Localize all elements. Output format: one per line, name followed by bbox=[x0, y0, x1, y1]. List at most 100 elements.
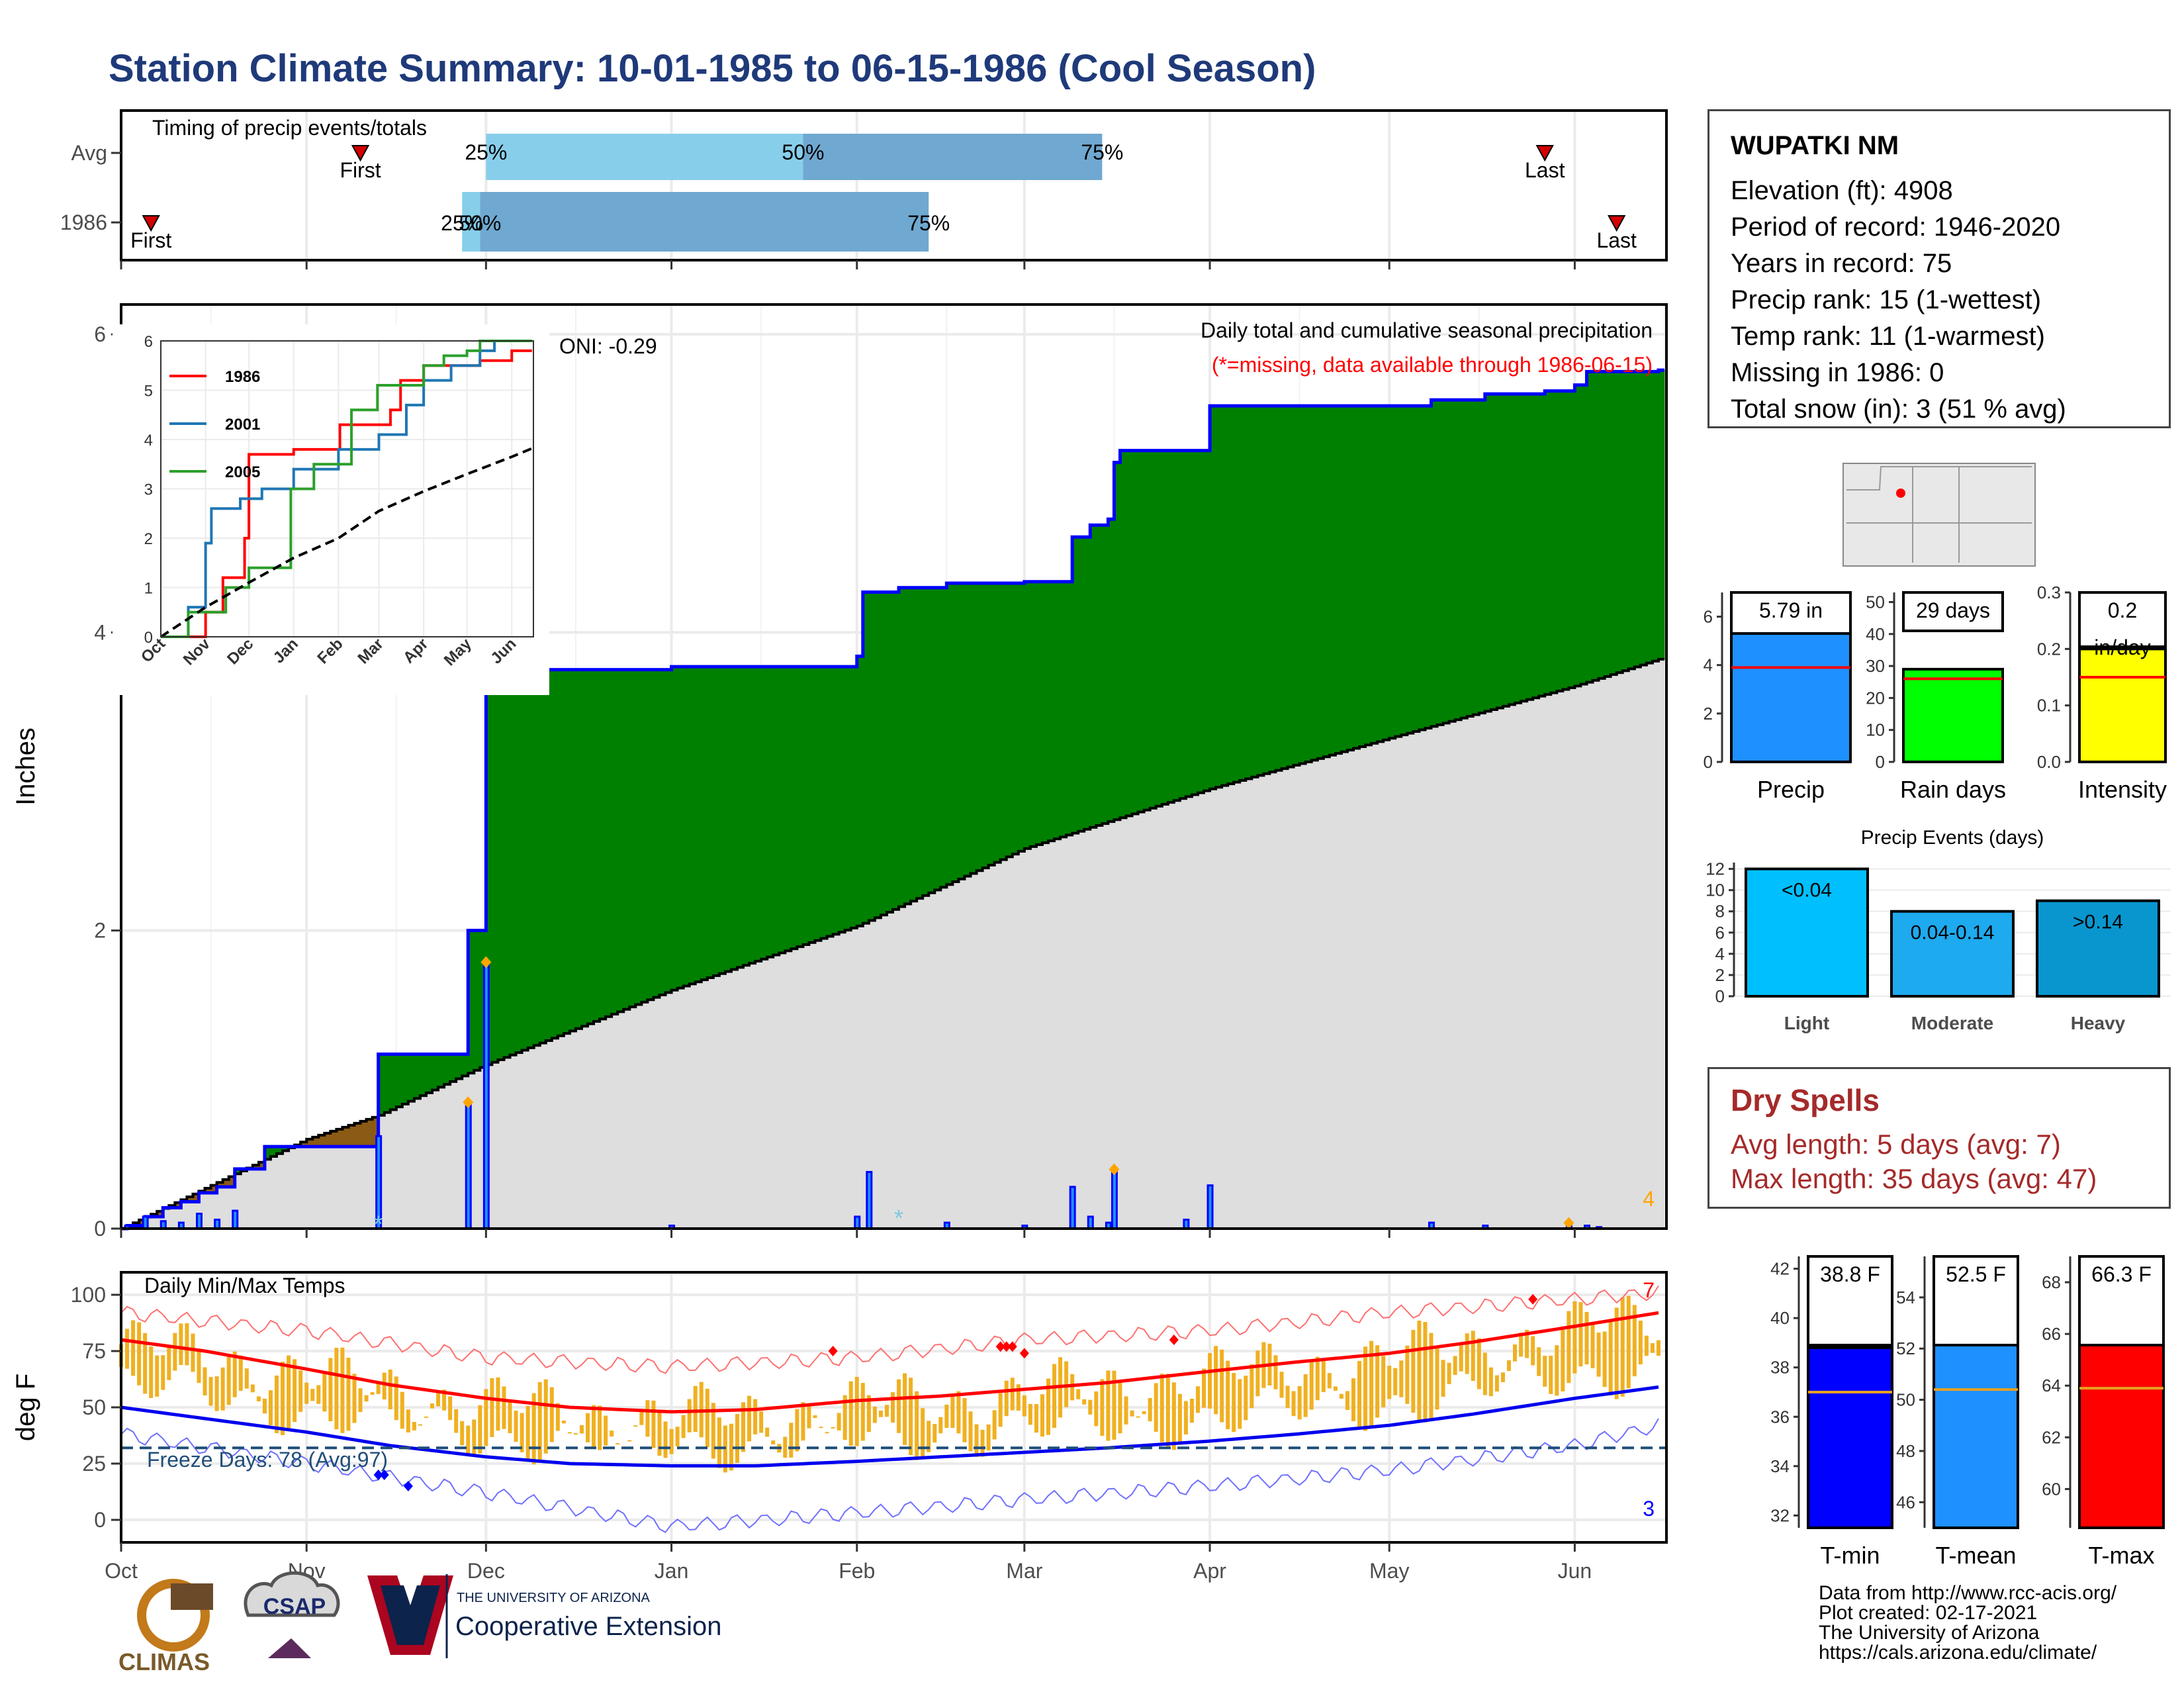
temps-daily-range-bar bbox=[555, 1403, 560, 1431]
station-period: Period of record: 1946-2020 bbox=[1731, 212, 2061, 242]
temps-y-axis-title: deg F bbox=[11, 1374, 40, 1441]
timing-1986-last-marker bbox=[1608, 215, 1626, 232]
timing-1986-first-marker bbox=[142, 215, 160, 232]
temps-daily-range-bar bbox=[1076, 1389, 1081, 1399]
precip-daily-bar bbox=[142, 1215, 149, 1230]
temps-daily-range-bar bbox=[1279, 1372, 1284, 1398]
temps-daily-range-bar bbox=[1506, 1360, 1511, 1372]
temps-daily-range-bar bbox=[915, 1391, 919, 1460]
temps-daily-range-bar bbox=[1333, 1386, 1338, 1391]
temps-daily-range-bar bbox=[633, 1425, 638, 1427]
tmin-value-bar bbox=[1807, 1346, 1893, 1529]
temps-daily-range-bar bbox=[615, 1443, 620, 1445]
tmean-y-tick-label: 50 bbox=[1896, 1390, 1915, 1410]
precip-y-tick-label: 0 bbox=[94, 1217, 106, 1241]
temps-record-high-marker bbox=[1001, 1341, 1011, 1352]
temps-daily-range-bar bbox=[1028, 1403, 1032, 1425]
temps-daily-range-bar bbox=[131, 1320, 136, 1376]
temps-daily-range-bar bbox=[1638, 1321, 1643, 1365]
events-bar-heavy bbox=[2036, 899, 2160, 998]
inset-legend-label: 1986 bbox=[225, 368, 260, 386]
temps-daily-range-bar bbox=[167, 1346, 171, 1380]
temps-daily-range-bar bbox=[370, 1392, 375, 1395]
events-bar-label: 0.04-0.14 bbox=[1911, 922, 1995, 944]
timing-1986-bar-25-50 bbox=[462, 192, 480, 252]
precip-frame bbox=[120, 303, 1668, 1230]
temps-daily-range-bar bbox=[1309, 1362, 1314, 1410]
temps-daily-range-bar bbox=[663, 1421, 668, 1458]
temps-daily-range-bar bbox=[950, 1393, 955, 1429]
temps-daily-range-bar bbox=[1363, 1346, 1368, 1431]
sum_intensity-y-tick-label: 0.0 bbox=[2037, 752, 2061, 772]
sum_intensity-value-box bbox=[2078, 591, 2167, 648]
temps-daily-range-bar bbox=[1160, 1374, 1164, 1442]
temps-daily-range-bar bbox=[250, 1384, 255, 1393]
temps-daily-range-bar bbox=[741, 1402, 746, 1452]
temps-record-high-count: 7 bbox=[1643, 1278, 1655, 1302]
sum_raindays-y-tick-label: 40 bbox=[1866, 624, 1885, 644]
precip-daily-bar bbox=[866, 1170, 873, 1230]
sum_precip-y-tick-label: 4 bbox=[1704, 655, 1713, 675]
temps-daily-range-bar bbox=[346, 1358, 351, 1431]
tmean-value-label: 52.5 F bbox=[1946, 1262, 2006, 1286]
sum_raindays-y-tick-label: 30 bbox=[1866, 656, 1885, 676]
temps-daily-range-bar bbox=[1177, 1393, 1182, 1445]
temps-daily-range-bar bbox=[352, 1374, 357, 1423]
temps-daily-range-bar bbox=[543, 1379, 548, 1454]
temps-daily-range-bar bbox=[610, 1430, 614, 1437]
temps-title: Daily Min/Max Temps bbox=[144, 1274, 345, 1297]
temps-daily-range-bar bbox=[1195, 1386, 1200, 1413]
temps-daily-range-bar bbox=[400, 1391, 404, 1429]
sum_precip-y-tick-label: 0 bbox=[1704, 752, 1713, 772]
inset-frame bbox=[160, 340, 534, 637]
tmin-y-tick-label: 32 bbox=[1770, 1505, 1790, 1525]
temps-daily-range-bar bbox=[1429, 1333, 1433, 1419]
precip-y-tick-label: 4 bbox=[94, 620, 106, 644]
temps-daily-range-bar bbox=[573, 1433, 578, 1435]
temps-daily-range-bar bbox=[705, 1388, 709, 1448]
temps-daily-range-bar bbox=[537, 1382, 542, 1462]
timing-avg-last-marker bbox=[1535, 145, 1554, 162]
temps-daily-range-bar bbox=[328, 1358, 333, 1421]
precip-cumulative-line bbox=[121, 368, 1664, 1231]
timing-1986-last-label: Last bbox=[1596, 228, 1637, 252]
temps-daily-range-bar bbox=[1393, 1368, 1398, 1395]
temps-daily-range-bar bbox=[298, 1370, 303, 1412]
temps-daily-range-bar bbox=[1321, 1361, 1326, 1392]
tmean-value-box bbox=[1933, 1255, 2019, 1346]
temps-daily-range-bar bbox=[287, 1355, 291, 1431]
temps-daily-range-bar bbox=[293, 1359, 297, 1423]
temps-daily-range-bar bbox=[717, 1417, 721, 1468]
credits: Data from http://www.rcc-acis.org/ Plot … bbox=[1819, 1583, 2116, 1663]
timing-1986-25-label: 25% bbox=[441, 211, 483, 235]
tmean-y-tick-label: 46 bbox=[1896, 1492, 1915, 1512]
temps-daily-range-bar bbox=[598, 1405, 602, 1450]
temps-daily-range-bar bbox=[681, 1415, 686, 1438]
tmean-x-label: T-mean bbox=[1935, 1542, 2016, 1569]
station-missing: Missing in 1986: 0 bbox=[1731, 358, 1944, 387]
temps-y-tick-label: 100 bbox=[71, 1283, 106, 1307]
temps-daily-range-bar bbox=[388, 1370, 392, 1409]
timing-avg-75-label: 75% bbox=[1081, 140, 1123, 164]
dry-spells-max: Max length: 35 days (avg: 47) bbox=[1731, 1163, 2097, 1194]
temps-daily-range-bar bbox=[1620, 1297, 1625, 1397]
tmax-y-tick-label: 60 bbox=[2042, 1479, 2061, 1499]
temps-daily-range-bar bbox=[460, 1421, 465, 1446]
precip-daily-bar bbox=[854, 1215, 861, 1230]
temps-x-tick-label: Jan bbox=[655, 1559, 689, 1583]
temps-daily-range-bar bbox=[490, 1378, 494, 1437]
region-map bbox=[1843, 463, 2036, 567]
temps-daily-range-bar bbox=[143, 1333, 148, 1394]
temps-daily-range-bar bbox=[1387, 1366, 1392, 1399]
temps-daily-range-bar bbox=[1064, 1361, 1069, 1407]
temps-x-tick-label: Mar bbox=[1006, 1559, 1042, 1583]
sum_raindays-x-label: Rain days bbox=[1900, 776, 2006, 803]
tmean-value-bar bbox=[1933, 1334, 2019, 1529]
sum_intensity-y-tick-label: 0.1 bbox=[2037, 696, 2061, 716]
sum_precip-y-tick-label: 6 bbox=[1704, 607, 1713, 627]
temps-daily-range-bar bbox=[1136, 1416, 1140, 1418]
timing-1986-bar-50-75 bbox=[480, 192, 929, 252]
temps-daily-range-bar bbox=[358, 1388, 363, 1413]
temps-daily-range-bar bbox=[567, 1432, 572, 1434]
tmax-y-tick-label: 64 bbox=[2042, 1376, 2061, 1395]
